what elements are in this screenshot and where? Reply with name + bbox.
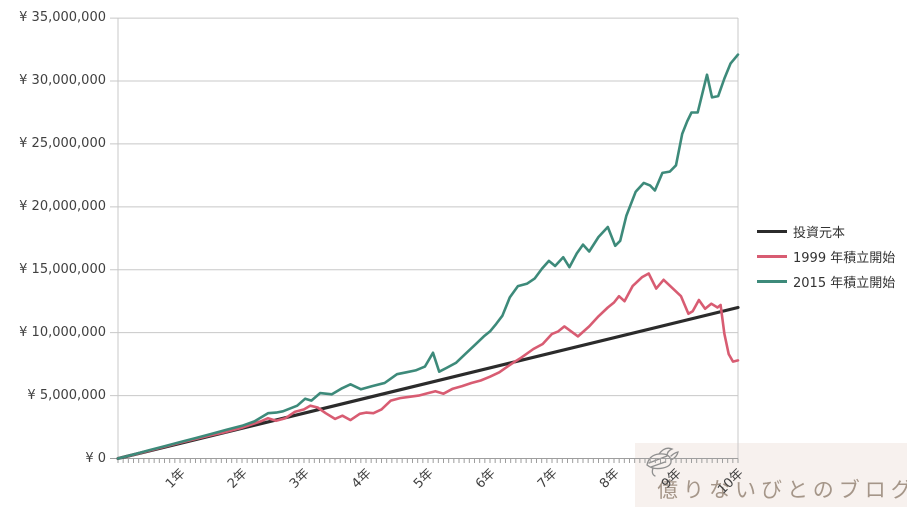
y-axis-label: ¥ 30,000,000 (19, 73, 106, 88)
legend-label-1999: 1999 年積立開始 (793, 250, 896, 266)
legend-label-2015: 2015 年積立開始 (793, 275, 896, 291)
legend-line-swatch-principal (757, 229, 787, 233)
legend: 投資元本 1999 年積立開始 2015 年積立開始 (757, 221, 895, 296)
gridlines (110, 17, 738, 397)
watermark-text: 億りないびとのブログ (657, 478, 907, 502)
y-axis-label: ¥ 20,000,000 (19, 198, 106, 214)
y-axis-label: ¥ 10,000,000 (19, 324, 106, 340)
legend-item-principal: 投資元本 (757, 221, 895, 241)
legend-line-swatch-2015 (757, 279, 787, 283)
y-axis-label: ¥ 35,000,000 (19, 10, 106, 26)
y-axis-label: ¥ 25,000,000 (19, 135, 106, 151)
y-axis-label: ¥ 0 (85, 450, 106, 466)
legend-item-2015: 2015 年積立開始 (757, 271, 895, 291)
x-minor-ticks (117, 458, 739, 463)
legend-label-principal: 投資元本 (793, 225, 846, 241)
legend-line-swatch-1999 (757, 254, 787, 258)
axes (110, 18, 739, 459)
legend-item-1999: 1999 年積立開始 (757, 246, 895, 266)
series-line-1999 (116, 272, 740, 460)
y-axis-label: ¥ 15,000,000 (19, 261, 106, 277)
watermark: 億りないびとのブログ (635, 443, 907, 507)
series-line-2015 (116, 53, 740, 460)
y-axis-label: ¥ 5,000,000 (27, 387, 106, 403)
